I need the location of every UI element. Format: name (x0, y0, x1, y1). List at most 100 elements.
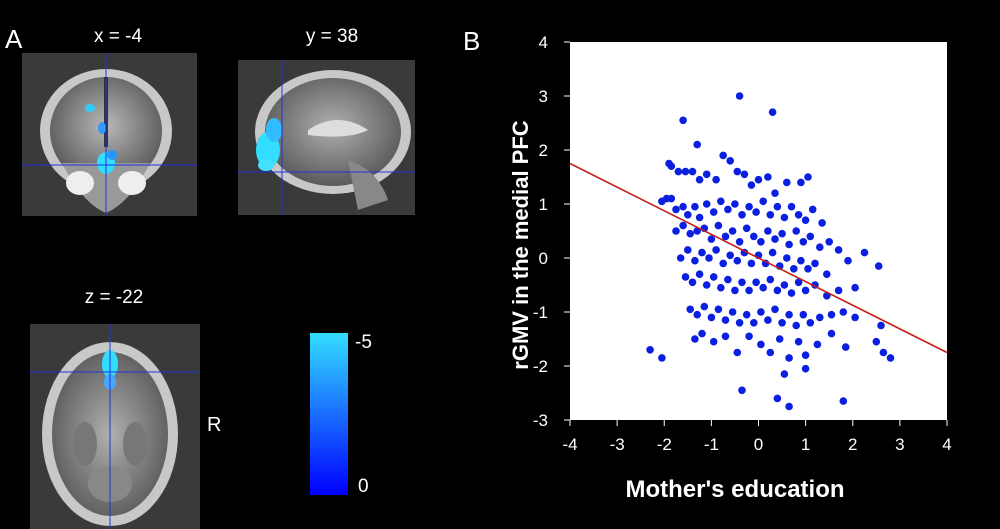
data-point (792, 227, 800, 235)
data-point (752, 278, 760, 287)
data-point (750, 319, 758, 327)
x-axis-label: Mother's education (625, 476, 844, 503)
data-point (771, 305, 779, 314)
data-point (759, 283, 767, 292)
colorbar-max-label: -5 (355, 332, 372, 353)
data-point (827, 329, 836, 338)
data-point (733, 348, 742, 357)
data-point (818, 219, 826, 227)
data-point (839, 308, 848, 316)
data-point (783, 178, 791, 187)
data-point (738, 211, 746, 219)
data-point (778, 319, 786, 327)
axial-brain-slice (30, 324, 200, 529)
data-point (717, 283, 725, 292)
data-point (733, 256, 742, 265)
data-point (714, 221, 723, 230)
data-point (702, 281, 711, 289)
data-point (790, 265, 798, 273)
data-point (801, 286, 810, 295)
data-point (702, 170, 711, 179)
data-point (712, 246, 720, 254)
y-tick-label: 2 (539, 141, 548, 160)
data-point (724, 275, 732, 284)
data-point (721, 332, 730, 341)
sagittal-slice-label: y = 38 (305, 26, 359, 47)
data-point (834, 246, 843, 254)
y-tick-label: 4 (539, 33, 548, 52)
data-point (672, 227, 680, 235)
data-point (693, 140, 701, 149)
data-point (684, 246, 692, 254)
data-point (724, 205, 732, 214)
regression-line (569, 162, 948, 354)
data-point (735, 319, 744, 327)
data-point (797, 256, 805, 265)
data-point (834, 286, 843, 295)
data-point (691, 256, 699, 265)
data-point (851, 313, 859, 322)
colorbar-min-label: 0 (358, 476, 369, 497)
data-point (811, 259, 819, 268)
data-point (785, 240, 793, 249)
x-tick-label: 0 (754, 435, 763, 454)
coronal-slice-label: x = -4 (93, 26, 143, 47)
data-point (721, 316, 730, 324)
data-point (735, 92, 744, 100)
data-point (707, 235, 716, 243)
data-point (851, 283, 859, 292)
data-point (872, 337, 881, 346)
data-point (646, 346, 654, 354)
data-point (731, 200, 739, 208)
x-tick-label: -2 (657, 435, 672, 454)
data-point (745, 286, 753, 295)
data-point (731, 286, 739, 295)
data-point (691, 202, 699, 211)
data-point (877, 321, 885, 330)
data-point (686, 229, 694, 238)
coronal-brain-slice (22, 53, 197, 216)
data-point (808, 205, 817, 214)
data-point (775, 335, 784, 343)
data-point (728, 227, 737, 235)
data-point (806, 232, 815, 241)
data-point (874, 262, 883, 270)
data-point (679, 116, 687, 125)
data-point (816, 313, 824, 322)
data-point (801, 216, 810, 224)
data-point (745, 332, 753, 341)
data-point (676, 254, 685, 262)
data-point (686, 305, 694, 314)
data-point (679, 221, 687, 230)
data-point (693, 310, 701, 319)
data-point (695, 213, 704, 222)
data-point (691, 335, 699, 343)
data-point (745, 202, 753, 211)
axial-slice-label: z = -22 (84, 287, 144, 308)
data-point (773, 286, 782, 295)
data-point (787, 202, 796, 211)
data-point (719, 151, 727, 160)
data-point (667, 194, 676, 203)
data-point (799, 238, 808, 246)
data-point (742, 224, 751, 233)
data-point (844, 256, 852, 265)
data-point (778, 229, 786, 238)
data-point (698, 329, 706, 338)
data-point (681, 167, 690, 176)
data-point (813, 340, 822, 349)
data-point (785, 310, 793, 319)
x-tick-label: 4 (942, 435, 951, 454)
data-point (768, 248, 777, 257)
data-point (714, 305, 723, 314)
data-point (785, 354, 793, 362)
data-point (771, 235, 779, 243)
data-point (780, 213, 789, 222)
data-point (801, 351, 810, 360)
data-point (679, 202, 687, 211)
orientation-right-label: R (207, 414, 222, 436)
data-point (764, 227, 772, 235)
data-point (773, 202, 782, 211)
data-point (700, 302, 709, 311)
data-point (764, 316, 772, 324)
